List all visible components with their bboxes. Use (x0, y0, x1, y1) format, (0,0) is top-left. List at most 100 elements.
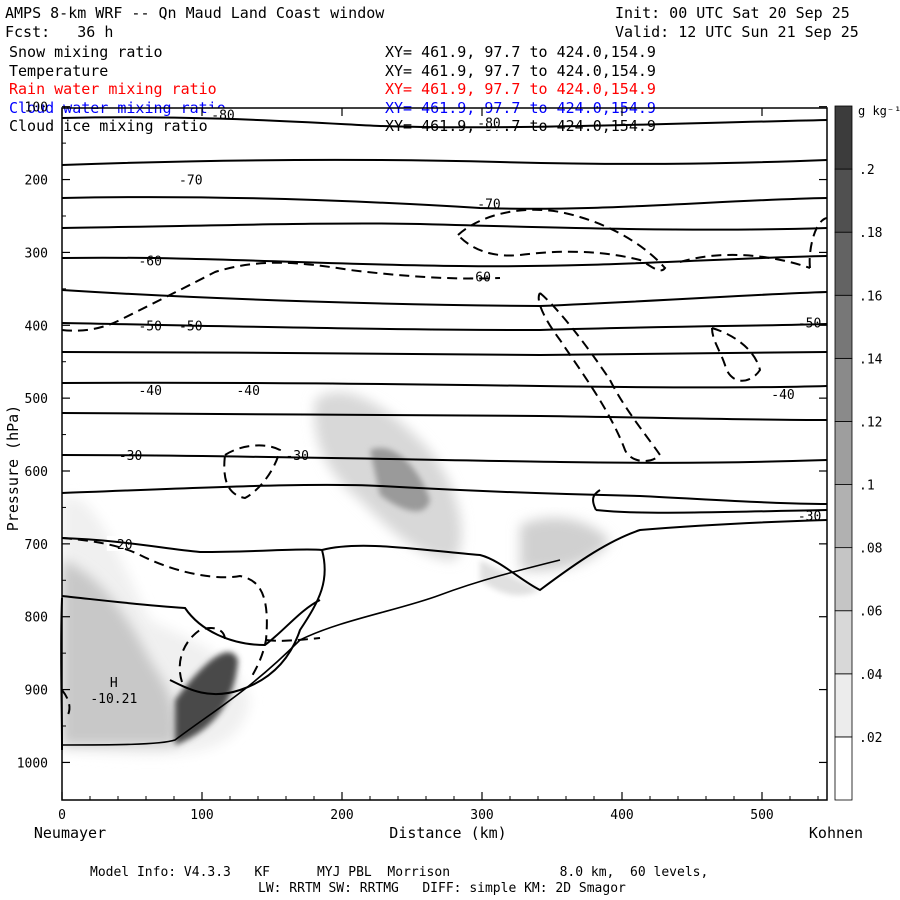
extremum-marker: H (110, 676, 118, 691)
contour-label: -30 (119, 449, 142, 464)
cloud-ice-contour (265, 637, 321, 642)
y-tick-label: 400 (25, 319, 48, 334)
colorbar-tick-label: .18 (859, 226, 882, 241)
shade-right-low (480, 560, 540, 596)
plot-frame (61, 107, 828, 801)
shade-right-cloud (520, 517, 610, 571)
x-tick-label: 0 (58, 808, 66, 823)
contour-label-bg (465, 268, 494, 284)
x-tick-label: 100 (190, 808, 213, 823)
shade-upper-core (370, 448, 430, 512)
x-tick-label: 200 (330, 808, 353, 823)
x-tick-label: 500 (750, 808, 773, 823)
cloud-ice-contour (537, 292, 662, 462)
temperature-contour (321, 519, 828, 592)
colorbar-bin (834, 673, 853, 738)
colorbar-bin (834, 105, 853, 170)
colorbar-tick-label: .02 (859, 731, 882, 746)
field-name: Rain water mixing ratio (9, 80, 217, 98)
colorbar-bin (834, 231, 853, 296)
temperature-contour (61, 222, 828, 231)
forecast-hour: Fcst: 36 h (5, 23, 114, 41)
temperature-contour (61, 412, 828, 421)
contour-label: -40 (771, 388, 794, 403)
colorbar-tick-label: .04 (859, 668, 883, 683)
field-name: Temperature (9, 61, 109, 80)
colorbar-tick-label: .12 (859, 415, 882, 430)
temperature-contour (592, 489, 828, 514)
cloud-ice-contour (61, 689, 71, 719)
cloud-ice-contour (61, 261, 501, 332)
y-tick-label: 500 (25, 392, 48, 407)
cloud-ice-contour (223, 444, 282, 500)
colorbar-bin (834, 168, 853, 233)
field-xy: XY= 461.9, 97.7 to 424.0,154.9 (385, 80, 656, 98)
cloud-ice-contour (711, 327, 762, 382)
colorbar-bin (834, 294, 853, 359)
field-xy: XY= 461.9, 97.7 to 424.0,154.9 (385, 61, 656, 80)
cloud-ice-contour (457, 208, 667, 272)
valid-time: Valid: 12 UTC Sun 21 Sep 25 (615, 23, 859, 41)
model-info-line2: LW: RRTM SW: RRTMG DIFF: simple KM: 2D S… (258, 881, 626, 896)
init-time: Init: 00 UTC Sat 20 Sep 25 (615, 4, 850, 22)
y-tick-label: 600 (25, 465, 48, 480)
contour-label: -80 (211, 109, 234, 124)
contour-label-bg (136, 382, 165, 398)
x-endpoint-right: Kohnen (809, 824, 863, 842)
contour-label: -40 (236, 384, 259, 399)
colorbar-tick-label: .08 (859, 542, 882, 557)
terrain-line (61, 559, 561, 746)
temperature-contour (61, 158, 828, 166)
contour-label: -60 (138, 254, 161, 269)
colorbar-tick-label: .06 (859, 605, 882, 620)
cloud-ice-contour (178, 627, 226, 683)
colorbar-bin (834, 484, 853, 549)
contour-label: -40 (138, 384, 161, 399)
contour-label: -80 (477, 117, 500, 132)
y-axis-label: Pressure (hPa) (4, 405, 22, 531)
colorbar-bin (834, 357, 853, 422)
cloud-ice-contour (61, 537, 268, 681)
x-tick-label: 300 (470, 808, 493, 823)
extremum-value: -10.21 (90, 692, 137, 707)
contour-label-bg (475, 195, 503, 211)
colorbar-unit: g kg⁻¹ (858, 104, 900, 118)
x-endpoint-left: Neumayer (34, 824, 106, 842)
y-tick-label: 100 (25, 101, 48, 116)
x-axis-label: Distance (km) (389, 824, 506, 842)
contour-label: -70 (477, 198, 500, 213)
temperature-contour (61, 381, 828, 389)
plot-area: -80-80-70-70-60-60-50 -50 -50-40 -40 -40-30-… (62, 108, 824, 755)
temperature-contour (61, 454, 828, 464)
contour-label-bg (769, 385, 797, 401)
temperature-contour (61, 483, 828, 505)
snow-shading (62, 392, 610, 755)
temperature-contour (61, 116, 828, 129)
temperature-contour (61, 196, 828, 210)
temperature-contour (61, 255, 828, 268)
contour-label-bg (234, 382, 263, 398)
colorbar-tick-label: .1 (859, 479, 875, 494)
contour-label: -50 (138, 319, 161, 334)
contour-label-bg (136, 252, 165, 268)
shade-low-level-core (62, 560, 177, 745)
temperature-contour (61, 537, 326, 696)
contour-label-bg (475, 114, 503, 130)
temperature-contour (61, 322, 828, 332)
field-name: Snow mixing ratio (9, 43, 163, 61)
field-xy: XY= 461.9, 97.7 to 424.0,154.9 (385, 43, 656, 61)
cloud-ice-contour (679, 253, 811, 269)
y-tick-label: 900 (25, 684, 48, 699)
contour-label: -70 (179, 174, 202, 189)
y-tick-label: 800 (25, 611, 48, 626)
x-tick-label: 400 (610, 808, 633, 823)
y-tick-label: 300 (25, 246, 48, 261)
contour-label: -50 (179, 319, 202, 334)
contour-label-bg (176, 171, 205, 187)
colorbar-tick-label: .16 (859, 289, 882, 304)
contour-label: -30 (798, 509, 821, 524)
temperature-contour (61, 351, 828, 357)
colorbar-tick-label: .14 (859, 352, 883, 367)
y-tick-label: 200 (25, 174, 48, 189)
